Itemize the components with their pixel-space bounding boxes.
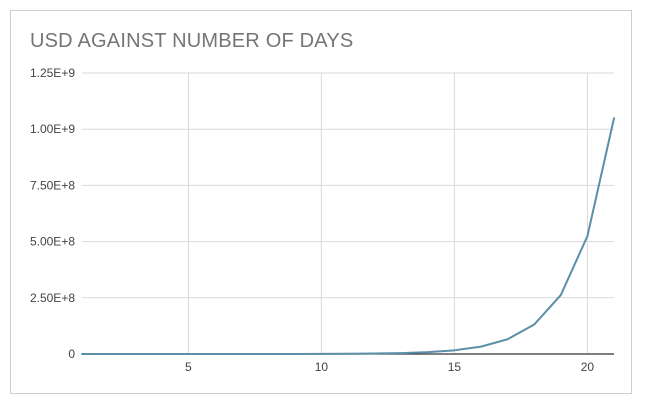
x-tick-label: 5 [185,360,192,374]
x-tick-label: 15 [448,360,462,374]
x-tick-label: 10 [315,360,329,374]
grid-lines [82,72,614,354]
y-axis-ticks: 0 2.50E+8 5.00E+8 7.50E+8 1.00E+9 1.25E+9 [30,66,75,361]
y-tick-label: 1.25E+9 [30,66,75,80]
x-axis-ticks: 5 10 15 20 [185,360,594,374]
x-tick-label: 20 [581,360,595,374]
chart-title: USD AGAINST NUMBER OF DAYS [30,30,354,52]
series-line [81,117,615,355]
y-tick-label: 7.50E+8 [30,178,75,192]
plot-area [81,117,615,355]
y-tick-label: 2.50E+8 [30,291,75,305]
y-tick-label: 5.00E+8 [30,235,75,249]
y-tick-label: 1.00E+9 [30,122,75,136]
y-tick-label: 0 [68,347,75,361]
